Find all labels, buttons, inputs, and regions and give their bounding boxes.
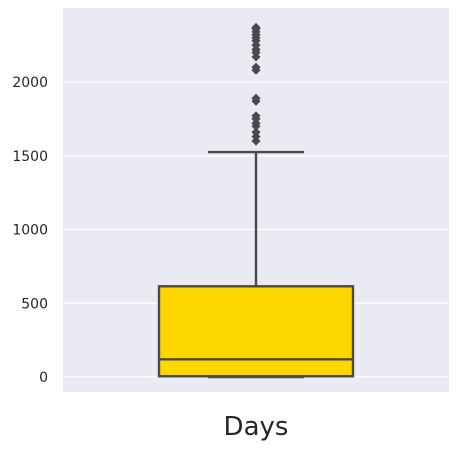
outlier-point <box>251 93 261 103</box>
y-tick-label: 2000 <box>12 75 48 91</box>
outlier-point <box>251 111 261 121</box>
y-tick-label: 1500 <box>12 149 48 165</box>
y-tick-label: 0 <box>39 370 48 386</box>
outlier-point <box>251 127 261 137</box>
y-tick-label: 1000 <box>12 223 48 239</box>
y-axis-ticks: 0 500 1000 1500 2000 <box>12 75 48 386</box>
x-axis-label: Days <box>224 412 289 442</box>
outliers <box>251 22 261 146</box>
outlier-point <box>251 22 261 32</box>
iqr-box <box>157 285 355 378</box>
outlier-point <box>251 62 261 72</box>
box-plot <box>157 150 355 379</box>
y-tick-label: 500 <box>21 296 48 312</box>
